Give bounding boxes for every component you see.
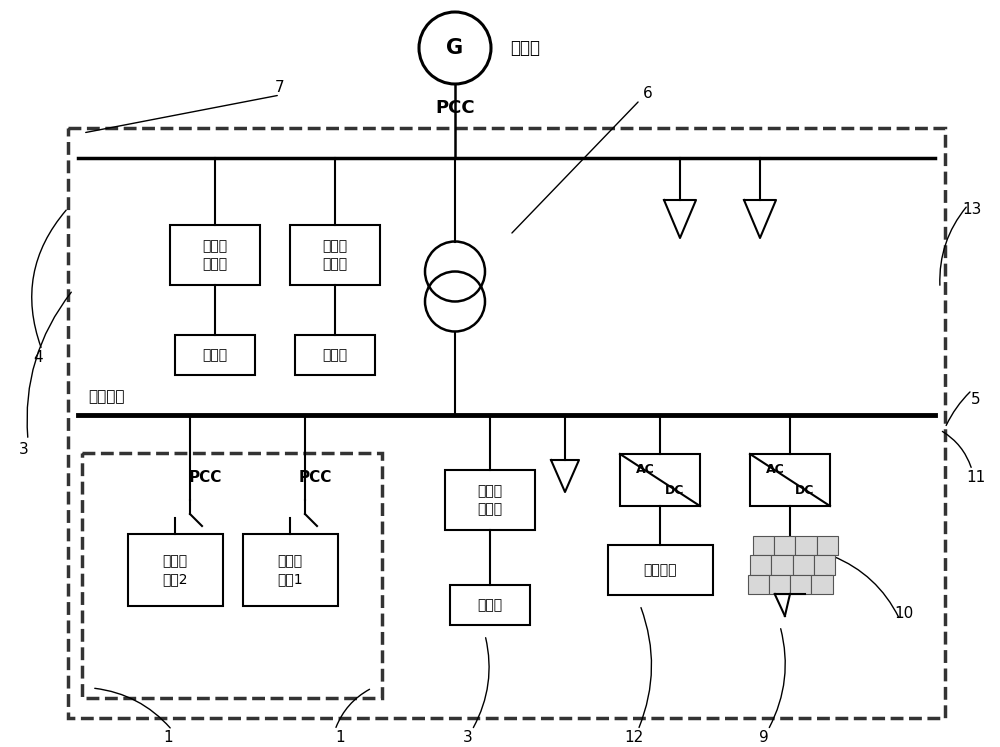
Text: 电力电
子接口: 电力电 子接口 (202, 239, 228, 271)
Text: PCC: PCC (298, 470, 332, 485)
Bar (82, 453, 382, 698)
Bar (750, 454, 830, 506)
Text: 充电桩: 充电桩 (477, 598, 503, 612)
Bar (795, 536, 817, 555)
Bar (790, 574, 811, 594)
Bar (295, 335, 375, 375)
Text: AC: AC (766, 463, 785, 476)
Text: 储能系统: 储能系统 (643, 563, 677, 577)
Circle shape (419, 12, 491, 84)
Text: 7: 7 (275, 81, 285, 96)
Bar (445, 470, 535, 530)
Bar (620, 454, 700, 506)
Bar (175, 335, 255, 375)
Text: PCC: PCC (435, 99, 475, 117)
Text: 电力电
子接口: 电力电 子接口 (477, 484, 503, 516)
Text: 4: 4 (33, 350, 43, 365)
Bar (68, 128, 945, 718)
Bar (748, 574, 769, 594)
Text: 1: 1 (335, 731, 345, 746)
Bar (817, 536, 838, 555)
Bar (750, 555, 771, 574)
Text: 10: 10 (894, 607, 914, 622)
Text: 5: 5 (971, 392, 981, 408)
Bar (170, 225, 260, 285)
Text: AC: AC (636, 463, 655, 476)
Text: 13: 13 (962, 202, 982, 217)
Text: 12: 12 (624, 731, 644, 746)
Text: 电力电
子接口: 电力电 子接口 (322, 239, 348, 271)
Bar (242, 534, 338, 606)
Bar (771, 555, 793, 574)
Text: 充电桩: 充电桩 (322, 348, 348, 362)
Text: 11: 11 (966, 471, 986, 486)
Text: 9: 9 (759, 731, 769, 746)
Bar (753, 536, 774, 555)
Text: 配电网: 配电网 (510, 39, 540, 57)
Bar (290, 225, 380, 285)
Bar (608, 545, 712, 595)
Text: 嵌套微
电网1: 嵌套微 电网1 (277, 554, 303, 586)
Text: 交流母线: 交流母线 (88, 389, 124, 404)
Bar (128, 534, 222, 606)
Bar (769, 574, 790, 594)
Text: G: G (446, 38, 464, 58)
Text: 3: 3 (19, 442, 29, 457)
Text: DC: DC (795, 484, 814, 497)
Text: PCC: PCC (188, 470, 222, 485)
Text: 嵌套微
电网2: 嵌套微 电网2 (162, 554, 188, 586)
Text: DC: DC (665, 484, 684, 497)
Bar (793, 555, 814, 574)
Text: 3: 3 (463, 731, 473, 746)
Bar (774, 536, 795, 555)
Bar (811, 574, 832, 594)
Text: 1: 1 (163, 731, 173, 746)
Text: 充电桩: 充电桩 (202, 348, 228, 362)
Text: 6: 6 (643, 87, 653, 102)
Bar (450, 585, 530, 625)
Bar (814, 555, 835, 574)
